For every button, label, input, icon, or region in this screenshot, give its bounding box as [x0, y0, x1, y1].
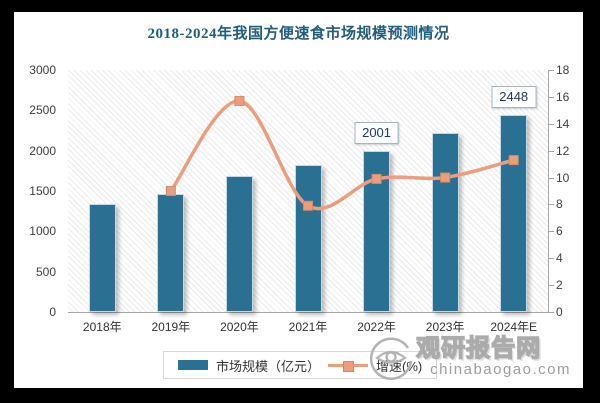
data-label-2448: 2448: [491, 85, 537, 108]
chart-title: 2018-2024年我国方便速食市场规模预测情况: [147, 26, 450, 42]
x-axis-label: 2022年: [357, 320, 396, 334]
bar-2018年: [88, 203, 116, 312]
right-axis-tick-mark: [548, 231, 554, 233]
x-axis-label: 2019年: [151, 320, 191, 334]
bar-2019年: [157, 194, 185, 312]
watermark-site-name: 观研报告网: [415, 335, 542, 362]
left-axis-tick-label: 1500: [29, 184, 56, 198]
right-axis-tick-mark: [548, 177, 554, 179]
bar-series-label: 市场规模（亿元）: [216, 358, 321, 374]
left-axis-tick-label: 3000: [29, 63, 56, 77]
right-axis-tick-mark: [548, 285, 554, 287]
line-swatch-marker: [343, 360, 355, 372]
right-axis-tick-label: 2: [556, 278, 563, 293]
left-axis-tick-label: 2500: [29, 103, 56, 118]
right-axis-tick-label: 8: [556, 197, 563, 212]
left-axis-tick-label: 500: [35, 264, 56, 279]
right-axis-tick-label: 12: [556, 143, 570, 158]
left-axis-tick-label: 0: [49, 305, 56, 319]
right-axis-tick-label: 4: [556, 251, 563, 266]
right-axis-tick-label: 10: [556, 170, 570, 185]
bar-series-swatch: [178, 360, 208, 370]
bar-2024年E: [500, 114, 528, 312]
legend: 市场规模（亿元） 增速(%): [163, 351, 438, 379]
right-axis-line: [548, 70, 549, 312]
right-axis-tick-label: 14: [556, 116, 570, 131]
x-axis-label: 2024年E: [490, 320, 538, 334]
right-axis-tick-mark: [548, 70, 554, 71]
right-axis-tick-mark: [548, 204, 554, 206]
right-axis-tick-mark: [548, 312, 554, 313]
right-axis-tick-mark: [548, 96, 554, 98]
x-axis-label: 2023年: [425, 320, 465, 334]
line-series-label: 增速(%): [376, 358, 423, 374]
right-axis-tick-label: 6: [556, 224, 563, 239]
watermark-domain: chinabaogao.com: [430, 361, 571, 378]
right-axis-tick-mark: [548, 258, 554, 260]
chart-panel: 2018-2024年我国方便速食市场规模预测情况 0 500 1000 1500 200…: [14, 12, 583, 388]
bar-2022年: [363, 150, 391, 312]
right-axis-tick-label: 16: [556, 89, 570, 104]
watermark-text: 观研报告网 chinabaogao.com: [415, 335, 571, 378]
right-axis-tick-label: 0: [556, 305, 563, 319]
bar-2021年: [294, 165, 322, 312]
right-axis-tick-mark: [548, 150, 554, 152]
x-axis-label: 2020年: [220, 320, 259, 334]
x-axis-line: [68, 312, 548, 313]
bar-2023年: [431, 132, 459, 312]
right-axis-tick-mark: [548, 123, 554, 125]
x-axis-label: 2018年: [82, 320, 122, 334]
data-label-2001: 2001: [354, 121, 400, 144]
left-axis-tick-label: 2000: [29, 143, 56, 158]
bar-2020年: [225, 175, 253, 312]
line-series-swatch: [328, 360, 369, 372]
right-axis-tick-label: 18: [556, 63, 570, 77]
left-axis-tick-label: 1000: [29, 224, 56, 239]
x-axis-label: 2021年: [288, 320, 328, 334]
